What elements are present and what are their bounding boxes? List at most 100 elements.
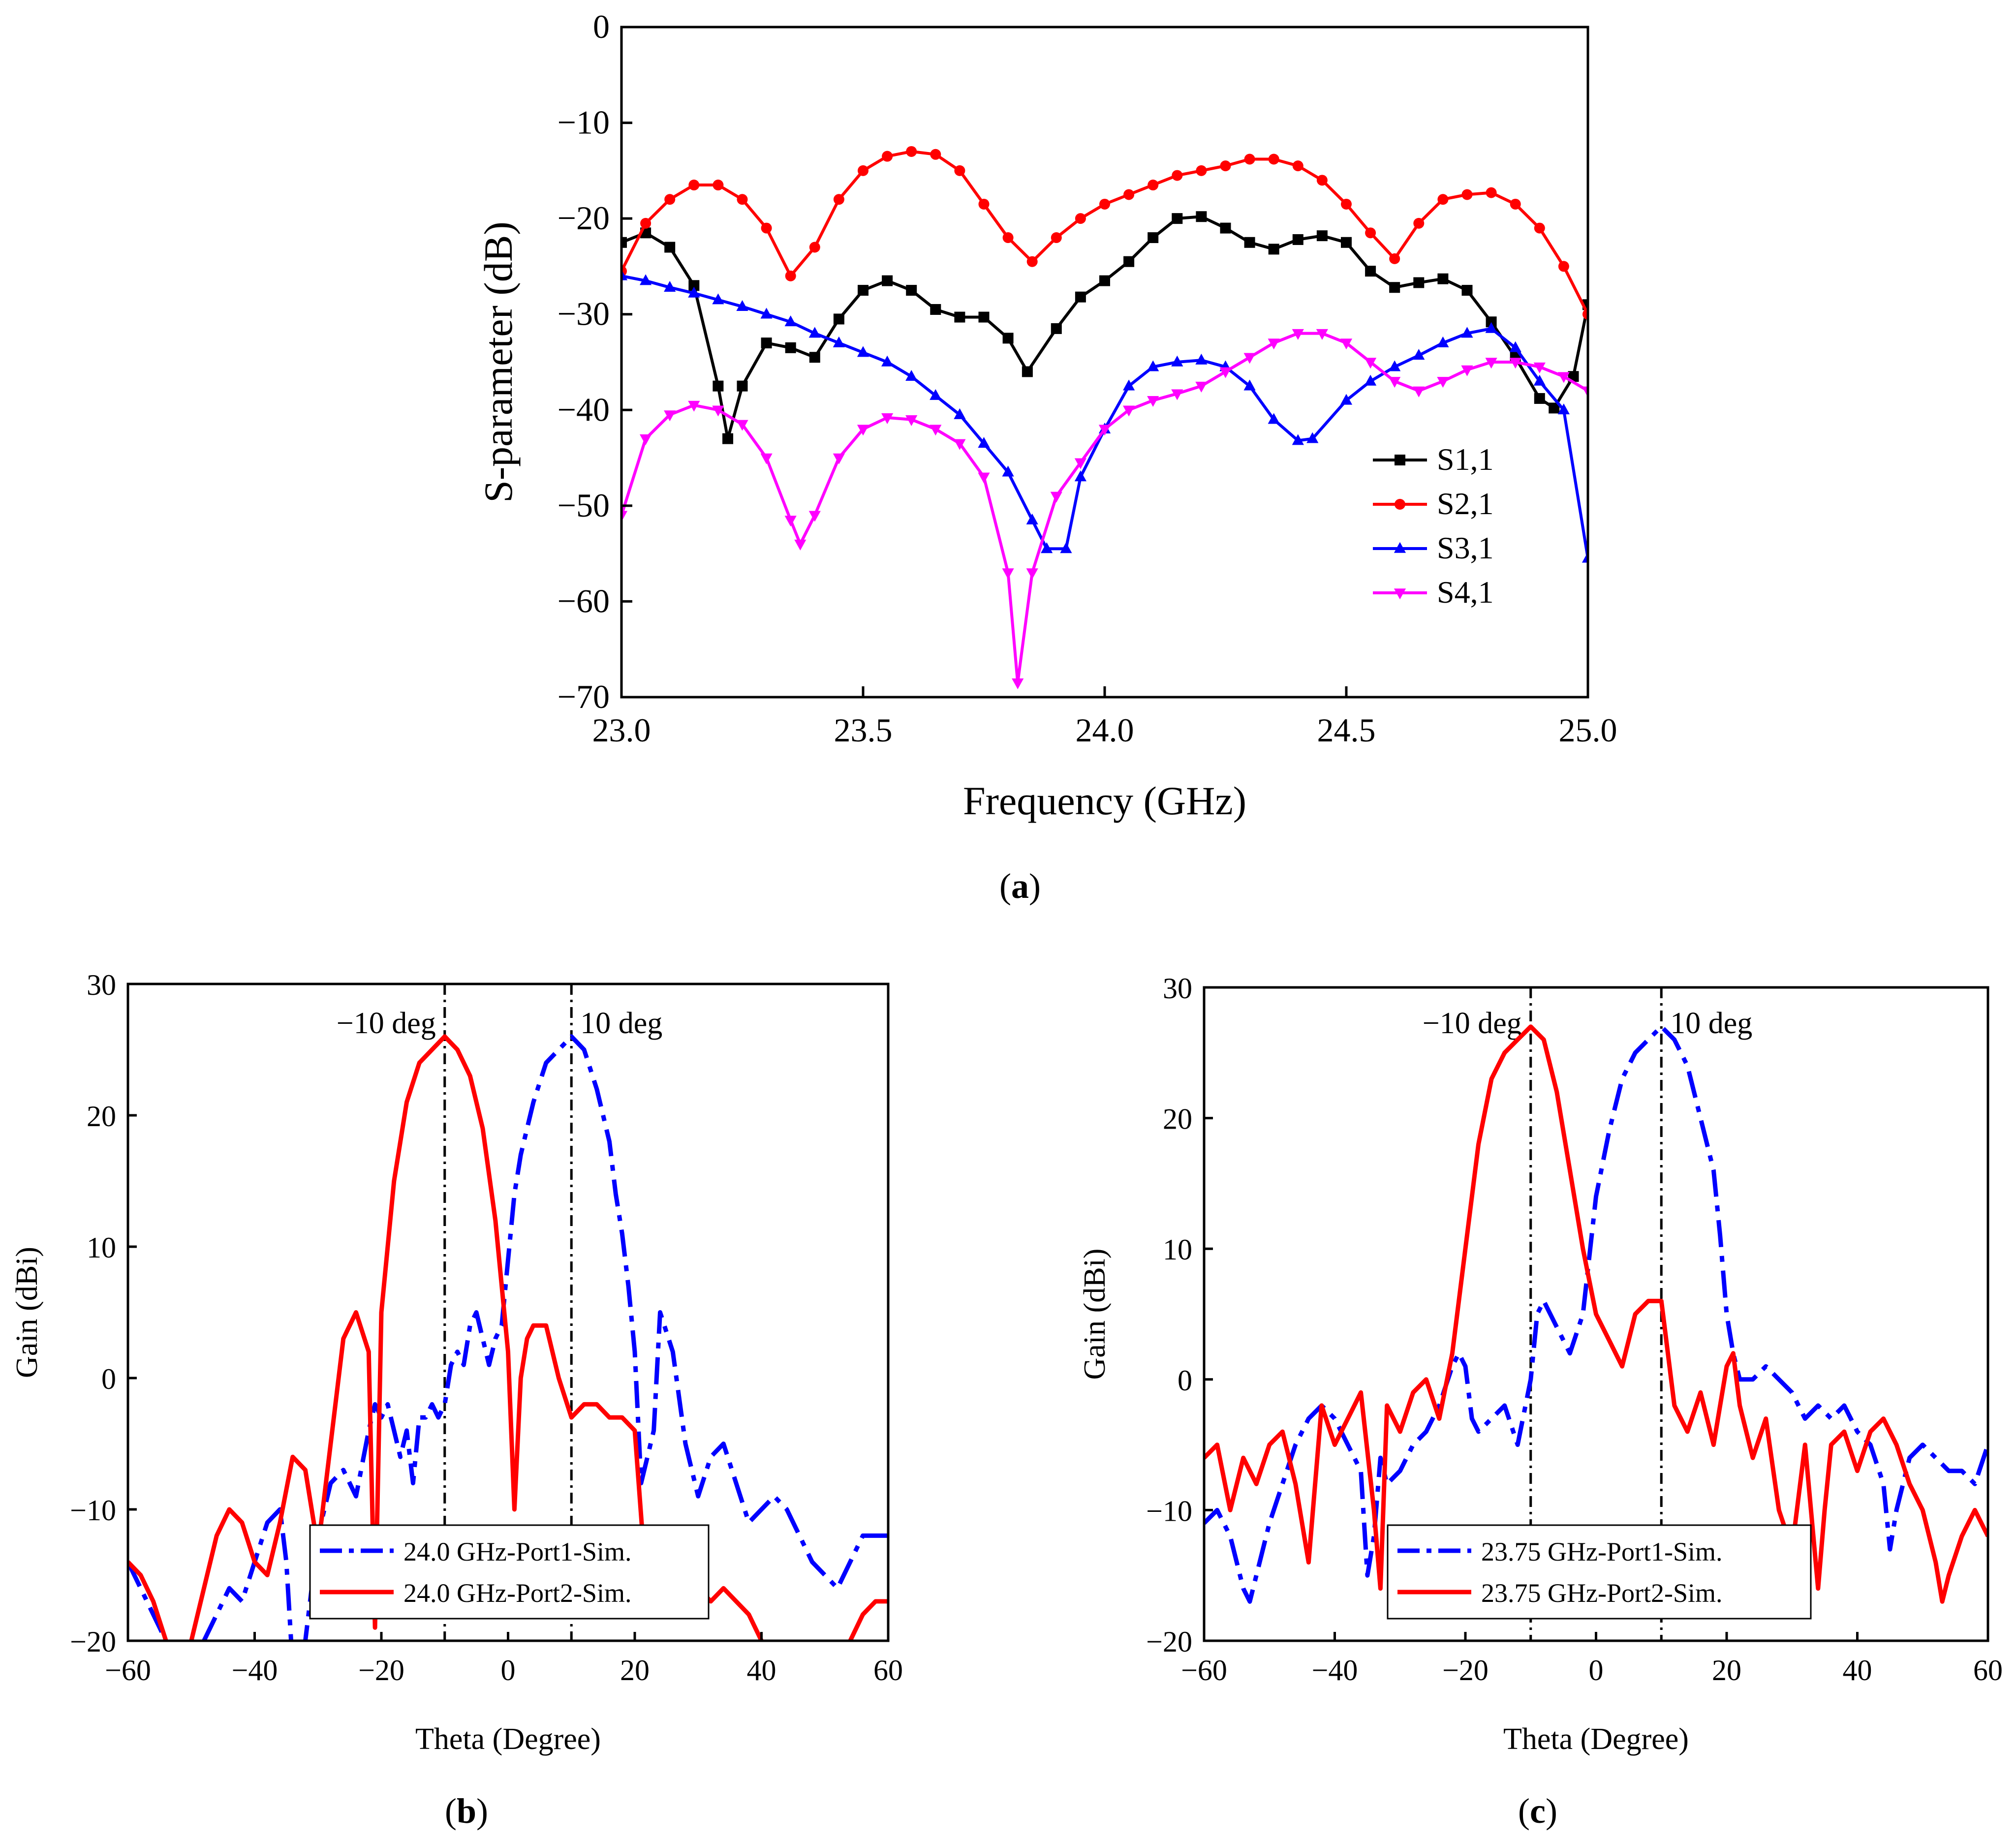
x-tick-label: 40 [747, 1654, 776, 1687]
x-tick-label: 20 [620, 1654, 650, 1687]
series-s2-1-marker [688, 180, 700, 191]
series-24-0-ghz-port2-sim-line [128, 1034, 888, 1641]
series-s2-1-marker [1196, 165, 1207, 176]
series-s1-1-marker [1196, 211, 1207, 222]
series-s4-1-marker [1461, 365, 1473, 376]
x-tick-label: −60 [105, 1654, 151, 1687]
series-s1-1-marker [1549, 402, 1560, 414]
series-s3-1-marker [712, 293, 724, 305]
series-s4-1-marker [1582, 386, 1588, 398]
series-s4-1-marker [1389, 377, 1401, 388]
series-s3-1-marker [736, 300, 748, 311]
y-tick-label: −60 [558, 582, 610, 619]
series-s2-1-marker [1486, 187, 1497, 198]
series-s2-1-marker [1341, 198, 1352, 210]
x-axis-label: Frequency (GHz) [963, 778, 1246, 823]
angle-annotation: −10 deg [1423, 1007, 1522, 1040]
series-s1-1-marker [1123, 256, 1135, 267]
series-s4-1-marker [664, 410, 676, 422]
series-s3-1-marker [954, 408, 966, 419]
series-s1-1-marker [621, 237, 627, 248]
x-tick-label: 40 [1843, 1654, 1872, 1687]
series-s3-1-marker [760, 307, 773, 319]
series-s4-1-marker [640, 434, 652, 445]
series-s3-1-marker [1533, 374, 1546, 386]
series-s3-1-marker [833, 336, 845, 347]
series-s3-1-marker [1074, 470, 1086, 482]
x-tick-label: −20 [1442, 1654, 1489, 1687]
series-s4-1-marker [1365, 358, 1377, 369]
legend: 24.0 GHz-Port1-Sim. 24.0 GHz-Port2-Sim. [309, 1524, 710, 1620]
series-s2-1-marker [930, 149, 941, 160]
series-s2-1-marker [1268, 153, 1279, 165]
series-s4-1-marker [1340, 338, 1353, 350]
y-tick-label: −30 [558, 295, 610, 333]
series-s1-1-marker [1413, 277, 1425, 288]
series-s2-1-marker [809, 242, 820, 253]
series-s4-1-marker [1509, 358, 1521, 369]
legend-s3-1-label: S3,1 [1437, 530, 1494, 565]
series-s2-1-marker [978, 198, 990, 210]
x-tick-label: 23.0 [592, 711, 651, 749]
x-tick-label: 0 [501, 1654, 516, 1687]
x-tick-label: −40 [232, 1654, 278, 1687]
series-s3-1-marker [1461, 327, 1473, 338]
series-s4-1-marker [688, 400, 700, 412]
y-tick-label: 0 [1178, 1364, 1192, 1397]
series-s2-1-marker [833, 194, 844, 205]
series-s3-1-marker [1509, 341, 1521, 352]
series-s1-1-marker [1582, 299, 1588, 310]
series-s4-1-markers [621, 329, 1588, 690]
panel-c: −10 deg 10 deg −60 −40 −20 0 20 40 60 30 20 10 0 −10 −… [1078, 972, 2003, 1756]
series-s3-1-marker [664, 281, 676, 292]
series-s1-1-marker [737, 380, 748, 392]
series-s2-1-marker [737, 194, 748, 205]
legend-s3-1-marker [1394, 542, 1406, 553]
series-s3-1-marker [1026, 513, 1038, 524]
series-s1-1-marker [1244, 237, 1255, 248]
series-s1-1-marker [1099, 275, 1110, 286]
series-s1-1-marker [785, 342, 796, 353]
y-tick-label: 30 [87, 969, 116, 1001]
legend-23-75-ghz-port2-sim-label: 23.75 GHz-Port2-Sim. [1481, 1578, 1722, 1608]
series-s2-1-marker [1510, 198, 1521, 210]
series-s4-1-marker [784, 516, 797, 527]
series-s1-1-line [621, 215, 1588, 440]
caption-b: (b) [445, 1791, 488, 1831]
series-s4-1-marker [1098, 425, 1111, 436]
series-s2-1-marker [858, 165, 868, 176]
series-s3-1-marker [1582, 552, 1588, 563]
angle-annotation: 10 deg [1670, 1007, 1752, 1040]
series-s4-1-marker [1074, 458, 1086, 469]
y-tick-label: 0 [593, 8, 610, 45]
y-tick-label: −40 [558, 391, 610, 428]
series-s4-1-marker [1002, 568, 1014, 580]
series-s4-1-marker [1147, 396, 1159, 407]
series-s3-1-marker [1340, 394, 1353, 405]
x-tick-label: −40 [1312, 1654, 1358, 1687]
y-tick-label: −10 [70, 1494, 116, 1527]
series-s1-1-marker [1172, 213, 1183, 224]
y-tick-label: −50 [558, 487, 610, 524]
series-s2-1-marker [1316, 175, 1328, 186]
x-tick-label: 24.5 [1317, 711, 1376, 749]
series-s2-1-marker [1123, 189, 1135, 200]
series-s2-1-markers [621, 146, 1588, 320]
legend-24-0-ghz-port1-sim-label: 24.0 GHz-Port1-Sim. [403, 1537, 631, 1566]
series-s1-1-marker [1437, 273, 1449, 284]
x-tick-label: 60 [873, 1654, 903, 1687]
series-s2-1-marker [640, 217, 651, 229]
series-s3-1-line [621, 274, 1588, 559]
series-s4-1-marker [808, 511, 821, 522]
legend-box [309, 1524, 710, 1620]
series-s2-1-marker [1148, 180, 1159, 191]
series-s2-1-marker [1292, 160, 1303, 172]
y-axis-label: S-parameter (dB) [476, 221, 521, 502]
series-s2-1-marker [906, 146, 917, 157]
series-s3-1-markers [621, 269, 1588, 563]
series-s1-1-marker [858, 285, 868, 296]
series-s3-1-marker [621, 269, 628, 280]
series-s3-1-marker [881, 355, 894, 367]
series-s2-1-marker [1413, 217, 1425, 229]
